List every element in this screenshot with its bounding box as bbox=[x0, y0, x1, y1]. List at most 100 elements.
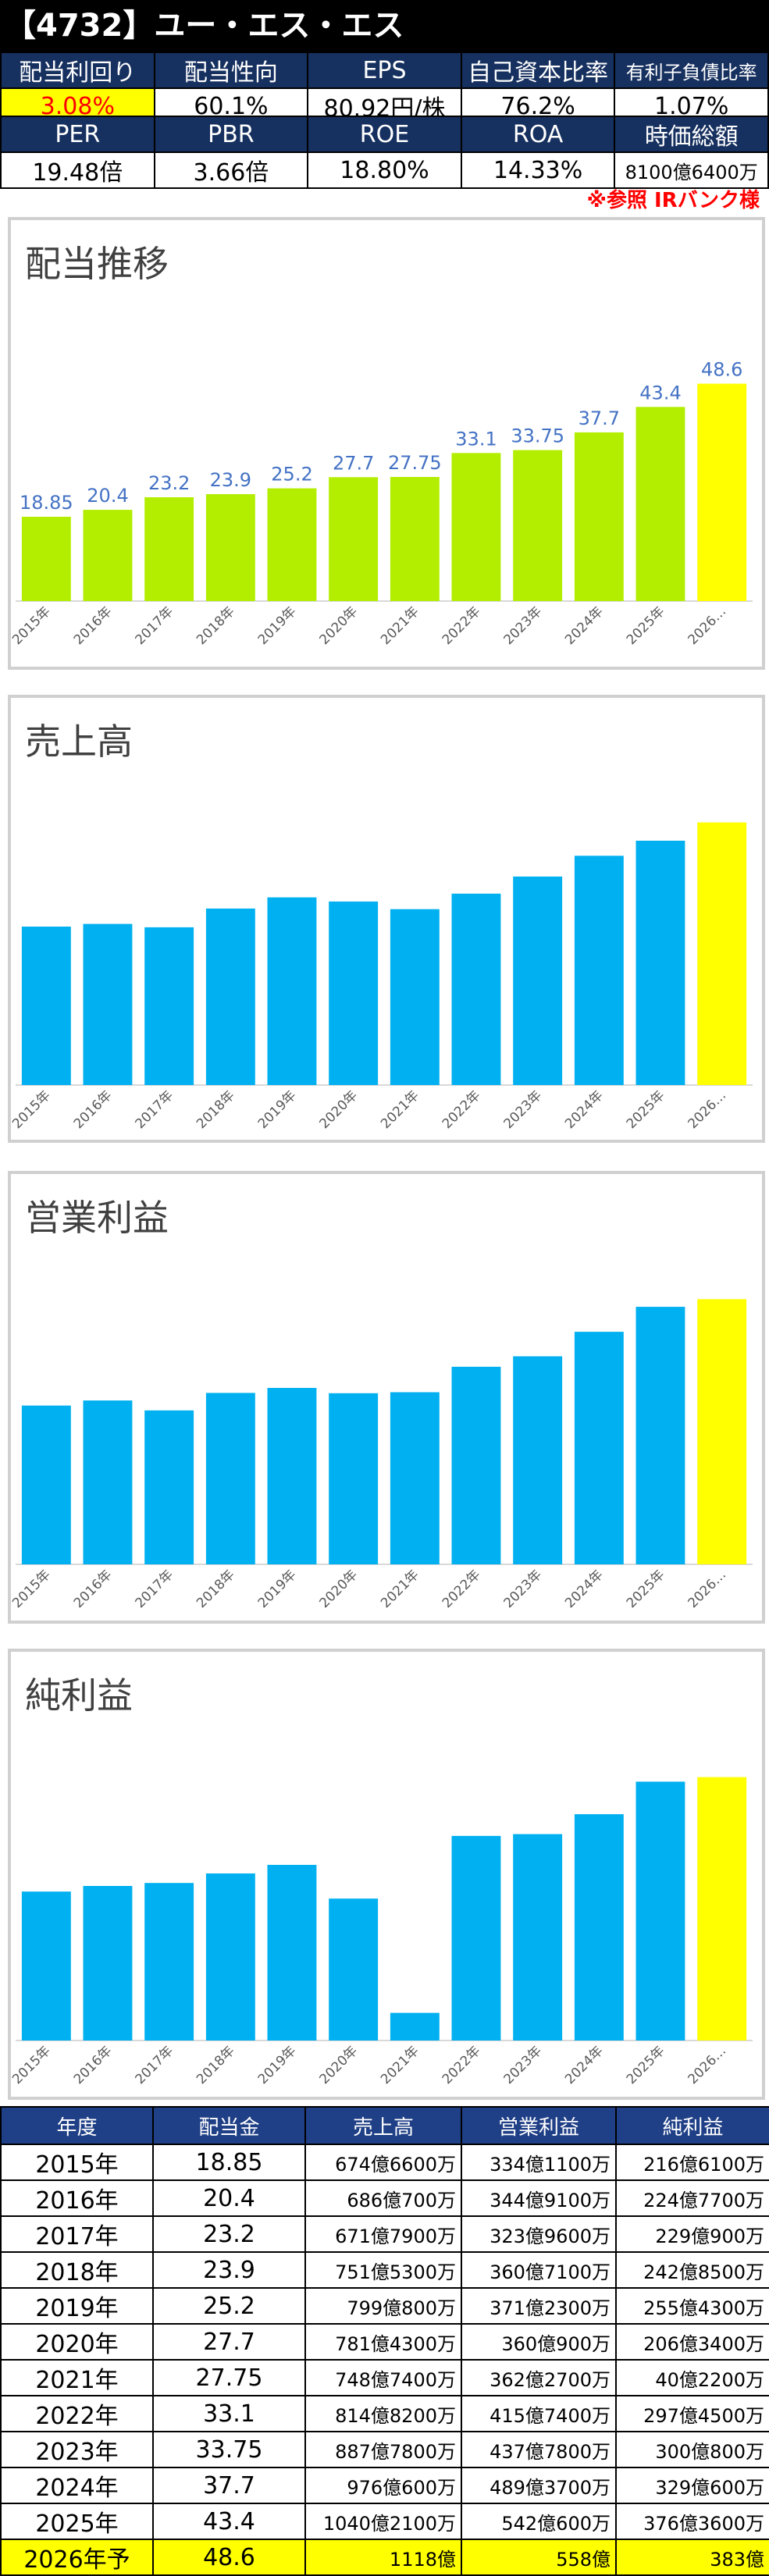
table-row: 2018年 23.9 751億5300万 360億7100万 242億8500万 bbox=[0, 2251, 769, 2289]
net-profit-chart-title: 純利益 bbox=[25, 1674, 133, 1717]
bar bbox=[267, 488, 317, 601]
table-cell: 229億900万 bbox=[615, 2215, 769, 2253]
x-tick-label: 2020年 bbox=[316, 603, 361, 648]
metric-value-roa: 14.33% bbox=[460, 151, 616, 189]
dividend-chart-svg: 18.85 2015年 20.4 2016年 23.2 2017年 23.9 2018年 25.… bbox=[11, 359, 753, 648]
net-profit-chart: 純利益 2015年 2016年 2017年 2018年 2019年 2020年 2021年 2… bbox=[8, 1649, 765, 2100]
metric-header-pbr: PBR bbox=[153, 116, 309, 153]
metric-header-debt-ratio: 有利子負債比率 bbox=[614, 52, 769, 89]
x-tick-label: 2015年 bbox=[11, 2043, 54, 2087]
table-row: 2017年 23.2 671億7900万 323億9600万 229億900万 bbox=[0, 2215, 769, 2253]
bar bbox=[329, 1393, 379, 1564]
metric-header-roe: ROE bbox=[307, 116, 462, 153]
bar bbox=[574, 856, 624, 1085]
bar bbox=[451, 1366, 501, 1564]
table-cell: 297億4500万 bbox=[615, 2395, 769, 2432]
col-header-net-profit: 純利益 bbox=[615, 2106, 769, 2145]
table-cell: 799億800万 bbox=[304, 2287, 462, 2325]
data-label: 23.9 bbox=[210, 469, 251, 491]
x-tick-label: 2026… bbox=[685, 603, 729, 648]
table-cell: 415億7400万 bbox=[461, 2395, 617, 2432]
x-tick-label: 2024年 bbox=[562, 1087, 607, 1132]
x-tick-label: 2026… bbox=[685, 2043, 729, 2087]
bar bbox=[635, 407, 685, 601]
data-label: 33.75 bbox=[511, 425, 564, 447]
table-cell: 40億2200万 bbox=[615, 2359, 769, 2396]
x-tick-label: 2016年 bbox=[71, 603, 116, 648]
x-tick-label: 2018年 bbox=[194, 2043, 238, 2087]
bar bbox=[513, 450, 563, 601]
table-row: 2024年 37.7 976億600万 489億3700万 329億600万 bbox=[0, 2467, 769, 2504]
bar bbox=[205, 908, 255, 1085]
x-tick-label: 2025年 bbox=[624, 1567, 668, 1611]
table-cell: 976億600万 bbox=[304, 2467, 462, 2504]
table-cell: 748億7400万 bbox=[304, 2359, 462, 2396]
table-cell: 371億2300万 bbox=[461, 2287, 617, 2325]
metric-header-per: PER bbox=[0, 116, 155, 153]
table-cell: 376億3600万 bbox=[615, 2503, 769, 2540]
data-label: 20.4 bbox=[87, 485, 128, 507]
table-cell: 2022年 bbox=[0, 2395, 154, 2432]
bar bbox=[329, 901, 379, 1085]
bar bbox=[83, 1886, 133, 2041]
bar bbox=[83, 510, 133, 601]
x-tick-label: 2024年 bbox=[562, 603, 607, 648]
bar bbox=[390, 2012, 440, 2041]
bar bbox=[390, 909, 440, 1085]
table-cell: 33.1 bbox=[152, 2395, 306, 2432]
bar bbox=[267, 897, 317, 1085]
table-cell: 2023年 bbox=[0, 2431, 154, 2468]
bar bbox=[21, 517, 71, 601]
table-cell: 242億8500万 bbox=[615, 2251, 769, 2289]
table-cell: 255億4300万 bbox=[615, 2287, 769, 2325]
bar bbox=[635, 1307, 685, 1564]
table-cell: 542億600万 bbox=[461, 2503, 617, 2540]
operating-profit-chart-svg: 2015年 2016年 2017年 2018年 2019年 2020年 2021年 2022年… bbox=[11, 1299, 753, 1611]
bar bbox=[83, 1400, 133, 1564]
table-cell: 781億4300万 bbox=[304, 2323, 462, 2361]
bar bbox=[329, 1898, 379, 2041]
bar bbox=[205, 494, 255, 601]
x-tick-label: 2020年 bbox=[316, 1567, 361, 1611]
x-tick-label: 2019年 bbox=[255, 2043, 300, 2087]
bar bbox=[697, 383, 747, 601]
x-tick-label: 2018年 bbox=[194, 1567, 238, 1611]
col-header-year: 年度 bbox=[0, 2106, 154, 2145]
x-tick-label: 2025年 bbox=[624, 603, 668, 648]
table-cell: 2019年 bbox=[0, 2287, 154, 2325]
x-tick-label: 2021年 bbox=[378, 1567, 422, 1611]
x-tick-label: 2017年 bbox=[132, 2043, 176, 2087]
x-tick-label: 2019年 bbox=[255, 1567, 300, 1611]
x-tick-label: 2021年 bbox=[378, 1087, 422, 1132]
x-tick-label: 2017年 bbox=[132, 1087, 176, 1132]
bar bbox=[144, 1410, 194, 1564]
table-cell: 2018年 bbox=[0, 2251, 154, 2289]
bar bbox=[390, 1392, 440, 1564]
metric-header-equity-ratio: 自己資本比率 bbox=[460, 52, 616, 89]
x-tick-label: 2020年 bbox=[316, 1087, 361, 1132]
table-cell: 887億7800万 bbox=[304, 2431, 462, 2468]
table-cell: 25.2 bbox=[152, 2287, 306, 2325]
bar bbox=[144, 927, 194, 1085]
table-cell: 43.4 bbox=[152, 2503, 306, 2540]
operating-profit-chart: 営業利益 2015年 2016年 2017年 2018年 2019年 2020年 2021年… bbox=[8, 1171, 765, 1624]
data-label: 18.85 bbox=[20, 492, 73, 514]
table-cell: 2020年 bbox=[0, 2323, 154, 2361]
table-cell: 383億 bbox=[615, 2539, 769, 2576]
bar bbox=[144, 1883, 194, 2041]
table-cell: 751億5300万 bbox=[304, 2251, 462, 2289]
metric-header-market-cap: 時価総額 bbox=[614, 116, 769, 153]
table-cell: 2026年予 bbox=[0, 2539, 154, 2576]
table-cell: 1040億2100万 bbox=[304, 2503, 462, 2540]
dividend-chart-title: 配当推移 bbox=[25, 243, 169, 285]
bar bbox=[329, 477, 379, 601]
table-row: 2021年 27.75 748億7400万 362億2700万 40億2200万 bbox=[0, 2359, 769, 2396]
bar bbox=[513, 1356, 563, 1564]
metric-header-roa: ROA bbox=[460, 116, 616, 153]
metric-value-pbr: 3.66倍 bbox=[153, 151, 309, 189]
table-row: 2022年 33.1 814億8200万 415億7400万 297億4500万 bbox=[0, 2395, 769, 2432]
data-label: 33.1 bbox=[455, 428, 497, 450]
x-tick-label: 2021年 bbox=[378, 603, 422, 648]
table-cell: 2017年 bbox=[0, 2215, 154, 2253]
x-tick-label: 2023年 bbox=[500, 2043, 545, 2087]
